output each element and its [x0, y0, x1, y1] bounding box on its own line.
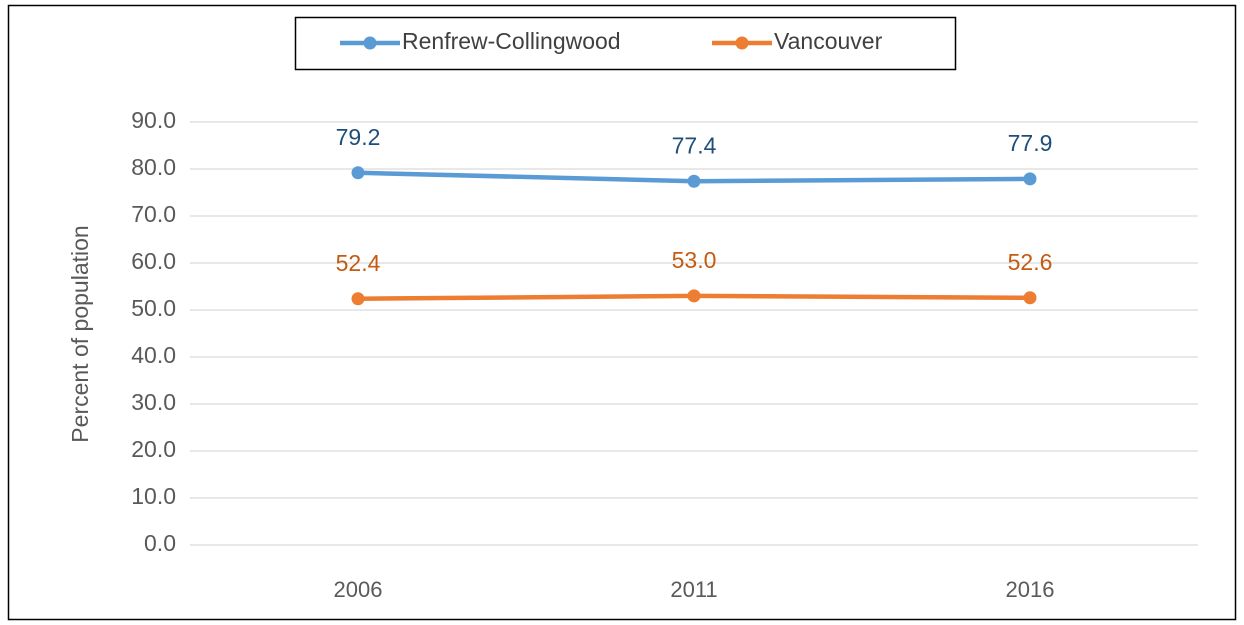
data-label: 77.4 — [672, 132, 717, 158]
data-point — [687, 174, 701, 188]
y-tick-label: 10.0 — [131, 483, 176, 509]
x-tick-label: 2016 — [1006, 577, 1055, 602]
y-tick-label: 90.0 — [131, 107, 176, 133]
y-tick-label: 80.0 — [131, 154, 176, 180]
legend-marker — [735, 36, 749, 50]
y-tick-label: 20.0 — [131, 436, 176, 462]
data-label: 52.4 — [336, 250, 381, 276]
data-label: 53.0 — [672, 247, 717, 273]
y-tick-label: 50.0 — [131, 295, 176, 321]
data-point — [687, 289, 701, 303]
data-label: 52.6 — [1008, 249, 1053, 275]
x-tick-label: 2006 — [334, 577, 383, 602]
y-tick-label: 0.0 — [144, 530, 176, 556]
data-point — [351, 166, 365, 180]
data-label: 79.2 — [336, 124, 381, 150]
x-tick-label: 2011 — [670, 577, 717, 602]
legend-box — [294, 16, 957, 71]
y-tick-label: 70.0 — [131, 201, 176, 227]
data-label: 77.9 — [1008, 130, 1053, 156]
legend-label: Renfrew-Collingwood — [402, 28, 621, 54]
y-tick-label: 60.0 — [131, 248, 176, 274]
chart-border — [7, 4, 1237, 621]
y-tick-label: 30.0 — [131, 389, 176, 415]
legend-label: Vancouver — [774, 28, 883, 54]
legend-marker — [363, 36, 377, 50]
data-point — [1023, 291, 1037, 305]
y-axis-title: Percent of population — [67, 225, 93, 442]
data-point — [1023, 172, 1037, 186]
data-point — [351, 292, 365, 306]
y-tick-label: 40.0 — [131, 342, 176, 368]
